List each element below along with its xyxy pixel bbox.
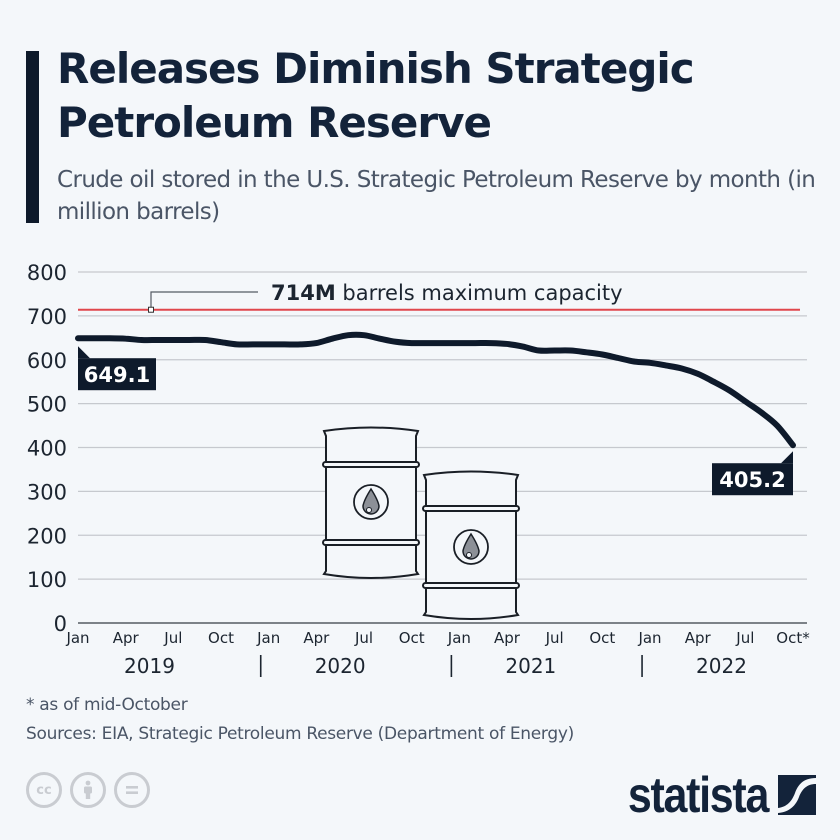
- y-tick-label: 100: [27, 568, 67, 592]
- data-label-box: [712, 463, 793, 496]
- y-tick-label: 800: [27, 261, 67, 285]
- x-tick-label: Jan: [637, 629, 661, 647]
- x-tick-label: Oct: [399, 629, 425, 647]
- year-label: 2020: [315, 654, 366, 678]
- max-capacity-label: 714M barrels maximum capacity: [271, 281, 623, 305]
- data-label-pointer: [78, 346, 90, 359]
- max-capacity-value: 714M: [271, 281, 336, 305]
- line-chart: 0 100 200 300 400 500 600 700 800 714M barrels m…: [27, 261, 810, 678]
- grid-lines: [78, 271, 807, 624]
- oil-barrels-illustration: [322, 426, 520, 620]
- year-label: 2019: [124, 654, 175, 678]
- y-tick-label: 300: [27, 480, 67, 504]
- annotation-leader-line: [150, 291, 258, 310]
- annotation-marker: [148, 306, 154, 313]
- title-accent-bar: [26, 51, 39, 223]
- x-tick-label: Jul: [354, 629, 373, 647]
- y-tick-label: 400: [27, 437, 67, 461]
- cc-icon[interactable]: cc: [26, 772, 62, 808]
- x-tick-label: Oct*: [776, 629, 810, 647]
- year-label: 2022: [696, 654, 747, 678]
- max-capacity-text: barrels maximum capacity: [336, 281, 623, 305]
- x-tick-label: Oct: [589, 629, 615, 647]
- y-tick-label: 500: [27, 393, 67, 417]
- x-tick-label: Jan: [256, 629, 280, 647]
- data-label-pointer: [781, 451, 793, 464]
- attribution-icon[interactable]: [70, 772, 106, 808]
- series-line: [75, 331, 796, 449]
- x-tick-label: Jul: [163, 629, 182, 647]
- x-tick-label: Jul: [545, 629, 564, 647]
- year-label: 2021: [505, 654, 556, 678]
- data-label-end: 405.2: [719, 468, 785, 492]
- brand-name: statista: [627, 767, 770, 823]
- y-tick-label: 0: [54, 612, 67, 636]
- oil-barrel-icon: [322, 426, 420, 579]
- no-derivatives-icon[interactable]: [114, 772, 150, 808]
- license-icons: cc: [26, 772, 150, 808]
- x-tick-label: Jan: [65, 629, 89, 647]
- statista-logo[interactable]: statista: [605, 766, 816, 824]
- statista-mark-icon: [778, 775, 816, 815]
- data-label-start: 649.1: [84, 363, 150, 387]
- y-axis-ticks: 0 100 200 300 400 500 600 700 800: [27, 261, 67, 636]
- y-tick-label: 600: [27, 349, 67, 373]
- x-tick-label: Apr: [113, 629, 140, 647]
- data-label-box: [78, 358, 156, 391]
- footnote: * as of mid-October: [26, 695, 188, 715]
- y-tick-label: 700: [27, 305, 67, 329]
- x-axis-ticks: Jan Apr Jul Oct Jan Apr Jul Oct Jan Apr Jul Oct Jan A…: [65, 629, 810, 678]
- chart-subtitle: Crude oil stored in the U.S. Strategic P…: [57, 167, 816, 225]
- oil-barrel-icon: [422, 470, 520, 620]
- y-tick-label: 200: [27, 524, 67, 548]
- x-tick-label: Jan: [447, 629, 471, 647]
- x-tick-label: Jul: [735, 629, 754, 647]
- x-tick-label: Apr: [494, 629, 521, 647]
- series-line-crude-oil: [75, 331, 796, 449]
- source-text: Sources: EIA, Strategic Petroleum Reserv…: [26, 724, 574, 744]
- chart-title: Releases Diminish Strategic Petroleum Re…: [57, 44, 695, 147]
- data-labels: 649.1 405.2: [78, 346, 793, 496]
- max-capacity-reference: 714M barrels maximum capacity: [78, 281, 800, 313]
- x-tick-label: Oct: [208, 629, 234, 647]
- x-tick-label: Apr: [685, 629, 712, 647]
- x-tick-label: Apr: [303, 629, 330, 647]
